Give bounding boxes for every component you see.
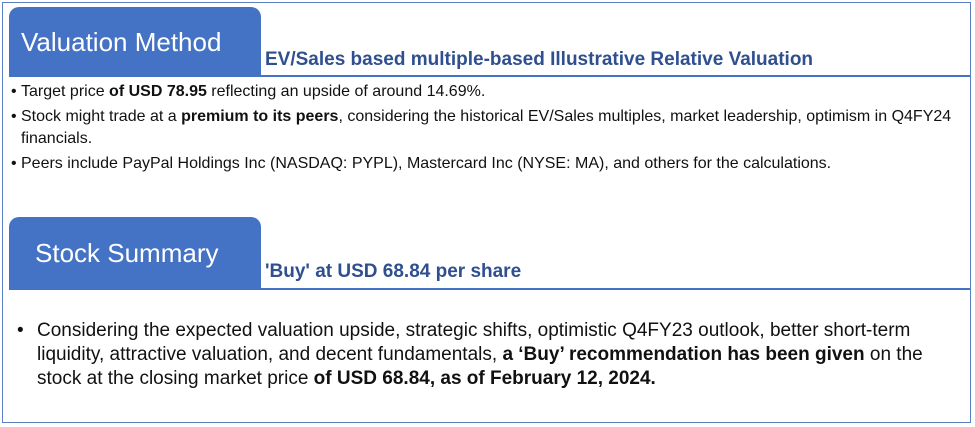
bullet-text: Stock might trade at a	[21, 108, 182, 125]
section-divider	[9, 75, 970, 77]
closing-price-emphasis: of USD 68.84, as of February 12, 2024.	[313, 368, 656, 389]
bullet-text: Considering the expected valuation upsid…	[37, 320, 911, 365]
section-divider	[9, 288, 970, 290]
summary-bullets: • Considering the expected valuation ups…	[17, 319, 960, 394]
valuation-method-tab: Valuation Method	[9, 7, 261, 77]
bullet-marker: •	[17, 320, 24, 341]
bullet-text: Target price	[21, 83, 110, 100]
valuation-bullets: • Target price of USD 78.95 reflecting a…	[11, 81, 960, 178]
stock-summary-title: Stock Summary	[35, 237, 219, 268]
valuation-bullet-1: • Target price of USD 78.95 reflecting a…	[11, 81, 960, 103]
bullet-marker: •	[11, 108, 17, 125]
stock-summary-tab: Stock Summary	[9, 217, 261, 289]
bullet-text: , considering the historical EV/Sales mu…	[21, 108, 952, 147]
stock-summary-section: Stock Summary 'Buy' at USD 68.84 per sha…	[3, 215, 970, 424]
bullet-marker: •	[11, 83, 17, 100]
valuation-method-section: Valuation Method EV/Sales based multiple…	[3, 3, 970, 188]
bullet-text: Peers include PayPal Holdings Inc (NASDA…	[21, 155, 832, 172]
valuation-method-title: Valuation Method	[21, 26, 222, 57]
summary-subtitle: 'Buy' at USD 68.84 per share	[265, 261, 522, 282]
valuation-subtitle: EV/Sales based multiple-based Illustrati…	[265, 49, 814, 70]
bullet-text: reflecting an upside of around 14.69%.	[206, 83, 486, 100]
target-price-value: of USD 78.95	[109, 83, 207, 100]
buy-recommendation-emphasis: a ‘Buy’ recommendation has been given	[502, 344, 865, 365]
valuation-bullet-3: • Peers include PayPal Holdings Inc (NAS…	[11, 153, 960, 175]
report-frame: Valuation Method EV/Sales based multiple…	[2, 2, 971, 423]
summary-bullet: • Considering the expected valuation ups…	[17, 319, 960, 391]
valuation-bullet-2: • Stock might trade at a premium to its …	[11, 106, 960, 150]
premium-emphasis: premium to its peers	[181, 108, 339, 125]
bullet-marker: •	[11, 155, 17, 172]
bullet-text: on the stock at the closing market price	[37, 344, 923, 389]
